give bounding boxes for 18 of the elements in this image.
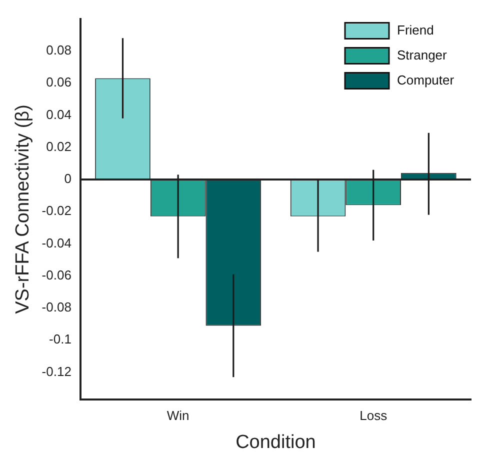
- legend-label: Friend: [397, 22, 434, 38]
- y-tick-label: -0.1: [49, 332, 72, 347]
- x-axis-title: Condition: [236, 432, 316, 453]
- y-tick-label: -0.04: [42, 235, 72, 250]
- y-tick-label: -0.02: [42, 203, 72, 218]
- x-tick-label: Win: [166, 408, 190, 423]
- legend-label: Stranger: [397, 47, 448, 62]
- y-tick-label: -0.06: [42, 267, 72, 282]
- x-tick-label: Loss: [360, 408, 388, 423]
- y-tick-label: 0.02: [46, 138, 72, 154]
- y-tick-label: 0.04: [46, 106, 72, 122]
- legend-label: Computer: [397, 72, 455, 88]
- y-tick-label: 0.08: [46, 42, 72, 58]
- y-axis-title: VS-rFFA Connectivity (β): [12, 104, 34, 314]
- y-tick-label: 0: [64, 171, 72, 186]
- y-tick-label: -0.12: [42, 364, 72, 379]
- y-tick-label: -0.08: [42, 300, 72, 315]
- y-tick-label: 0.06: [46, 74, 72, 90]
